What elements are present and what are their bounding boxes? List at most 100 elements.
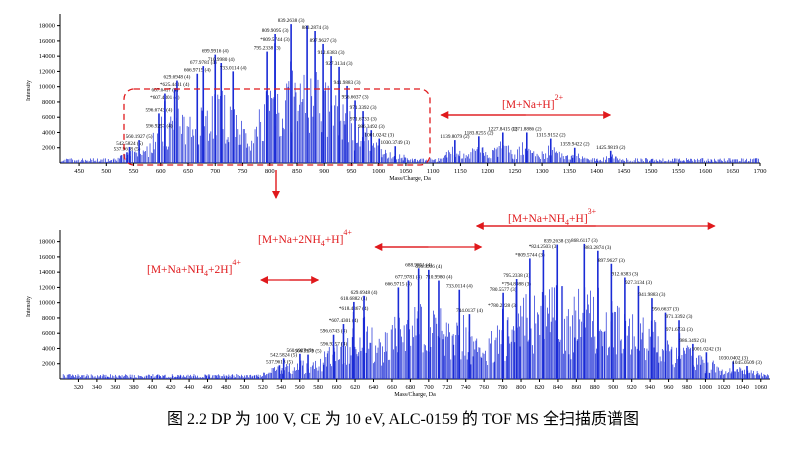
peak-label: 883.2874 (3) — [302, 24, 329, 31]
peak-label: 699.9916 (4) — [202, 48, 229, 55]
peak-label: 927.3134 (3) — [326, 60, 353, 67]
ion-annotation-label: [M+Na+2NH4+H]4+ — [258, 228, 352, 248]
peak-label: *625.4431 (4) — [160, 81, 190, 88]
x-tick-label: 700 — [424, 384, 434, 391]
x-tick-label: 700 — [210, 168, 220, 175]
x-tick-label: 500 — [101, 168, 111, 175]
peak-label: 809.9095 (3) — [262, 27, 289, 34]
peak-label: 1227.8415 (2) — [488, 125, 518, 132]
x-tick-label: 1100 — [427, 168, 440, 175]
peak-label: 941.9883 (3) — [639, 291, 666, 298]
peak-label: 733.0114 (4) — [446, 283, 473, 290]
annotation-part: 4 — [204, 269, 208, 278]
annotation-part: [M+Na+NH — [508, 213, 565, 225]
y-axis-title: Intensity — [26, 296, 32, 317]
peak-label: *809.5744 (3) — [515, 251, 545, 258]
x-tick-label: 750 — [238, 168, 248, 175]
peak-label: 897.9627 (3) — [310, 37, 337, 44]
x-tick-label: 1200 — [481, 168, 494, 175]
peak-label: 956.6637 (3) — [652, 306, 679, 313]
x-tick-label: 720 — [442, 384, 452, 391]
annotation-part: [M+Na+H] — [502, 99, 555, 111]
x-tick-label: 1700 — [754, 168, 767, 175]
y-tick-label: 2000 — [42, 361, 55, 368]
peak-label: 710.9980 (4) — [426, 274, 453, 281]
y-tick-label: 10000 — [39, 84, 55, 91]
x-tick-label: 680 — [406, 384, 416, 391]
x-tick-label: 1550 — [672, 168, 685, 175]
peak-label: 744.0137 (4) — [456, 307, 483, 314]
peak-label: 629.6948 (4) — [164, 74, 191, 81]
peak-label: 677.9781 (4) — [395, 274, 422, 281]
annotation-part: 4+ — [232, 258, 241, 267]
annotation-part: +H] — [325, 234, 344, 246]
x-tick-label: 1000 — [372, 168, 385, 175]
y-tick-label: 14000 — [39, 269, 55, 276]
x-tick-label: 600 — [156, 168, 166, 175]
peak-label: 537.9618 (5) — [114, 145, 141, 152]
ion-annotation-label: [M+Na+NH4+H]3+ — [508, 207, 597, 227]
y-tick-label: 6000 — [42, 114, 55, 121]
x-tick-label: 1400 — [590, 168, 603, 175]
y-tick-label: 8000 — [42, 99, 55, 106]
x-tick-label: 900 — [608, 384, 618, 391]
peak-label: 780.5577 (3) — [490, 286, 517, 293]
x-tick-label: 1250 — [508, 168, 521, 175]
x-tick-label: 1650 — [726, 168, 739, 175]
peak-label: 1359.9422 (2) — [560, 141, 590, 148]
peak-label: 912.6383 (3) — [318, 49, 345, 56]
x-axis-title: Mass/Charge, Da — [394, 392, 436, 398]
peak-label: 795.2338 (3) — [254, 45, 281, 52]
peak-label: 1183.8255 (2) — [464, 129, 493, 136]
zoom-region-box — [123, 88, 431, 166]
peak-label: 956.6637 (3) — [342, 93, 369, 100]
peak-label: 568.9979 (5) — [295, 348, 322, 355]
x-tick-label: 760 — [479, 384, 489, 391]
y-tick-label: 6000 — [42, 330, 55, 337]
peak-label: 1030.3749 (3) — [381, 139, 411, 146]
ion-annotation-label: [M+Na+H]2+ — [502, 93, 564, 111]
peak-label: 596.9257 (4) — [146, 122, 173, 129]
peak-label: 666.9715 (4) — [385, 280, 412, 287]
ion-annotation-label: [M+Na+NH4+2H]4+ — [147, 258, 241, 278]
x-tick-label: 1050 — [399, 168, 412, 175]
peak-label: 542.5824 (5) — [116, 140, 143, 147]
peak-label: 912.6383 (3) — [611, 271, 638, 278]
annotation-part: 4 — [565, 218, 569, 227]
x-tick-label: 480 — [221, 384, 231, 391]
x-tick-label: 440 — [184, 384, 194, 391]
peak-label: 868.6117 (3) — [571, 237, 598, 244]
x-tick-label: 740 — [461, 384, 471, 391]
zoom-overlay — [123, 88, 431, 199]
x-tick-label: 400 — [147, 384, 157, 391]
peak-label: 927.3134 (3) — [625, 279, 652, 286]
peak-label: 699.9916 (4) — [415, 263, 442, 270]
peak-label: 971.3392 (3) — [350, 104, 377, 111]
x-tick-label: 840 — [553, 384, 563, 391]
x-tick-label: 580 — [313, 384, 323, 391]
peak-label: 986.3492 (3) — [679, 337, 706, 344]
x-tick-label: 1000 — [699, 384, 712, 391]
peak-label: 688.9851 (4) — [405, 261, 432, 268]
peak-label: 1045.0509 (3) — [732, 359, 762, 366]
peak-label: 897.9627 (3) — [598, 257, 625, 264]
peak-label: 971.6733 (3) — [666, 326, 693, 333]
x-tick-label: 1060 — [754, 384, 767, 391]
peak-label: 596.6743 (4) — [320, 328, 347, 335]
x-tick-label: 460 — [203, 384, 213, 391]
y-tick-label: 4000 — [42, 345, 55, 352]
x-tick-label: 800 — [516, 384, 526, 391]
peak-label: 1030.0402 (3) — [718, 354, 748, 361]
y-tick-label: 2000 — [42, 145, 55, 152]
x-axis-title: Mass/Charge, Da — [389, 176, 431, 182]
x-tick-label: 1450 — [617, 168, 630, 175]
x-tick-label: 320 — [74, 384, 84, 391]
peak-label: 618.6882 (4) — [340, 295, 367, 302]
x-tick-label: 800 — [265, 168, 275, 175]
annotation-part: +H] — [569, 213, 588, 225]
x-tick-label: 1150 — [454, 168, 467, 175]
peak-label: 677.9781 (4) — [190, 59, 217, 66]
peak-label: 1001.0242 (3) — [692, 345, 722, 352]
x-tick-label: 850 — [292, 168, 302, 175]
